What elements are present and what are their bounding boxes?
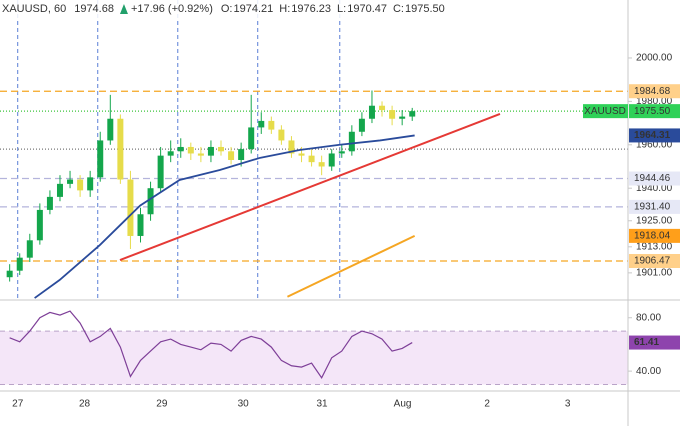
header-text: 1975.50 <box>405 3 445 15</box>
candle-body <box>318 162 325 167</box>
header-text: 1976.23 <box>291 3 331 15</box>
candle-body <box>288 140 295 154</box>
rsi-band <box>0 331 628 385</box>
candle-body <box>218 146 225 152</box>
header-text: 1970.47 <box>347 3 387 15</box>
price-tag-label: 1944.46 <box>634 173 671 184</box>
candle-body <box>409 111 416 117</box>
y-tick-label: 1901.00 <box>636 268 673 279</box>
candle-body <box>36 209 43 241</box>
candle-body <box>107 118 114 141</box>
price-tag-label: 1975.50 <box>634 106 671 117</box>
y-tick-label: 80.00 <box>636 312 661 323</box>
header-text: C: <box>393 3 404 15</box>
header-text: XAUUSD, 60 <box>2 3 66 15</box>
y-tick-label: 1980.00 <box>636 96 673 107</box>
header-text: +17.96 <box>131 3 165 15</box>
candle-body <box>16 257 23 271</box>
candle-body <box>207 146 214 156</box>
candle-body <box>228 151 235 160</box>
ticker-tag <box>583 104 628 119</box>
candle-body <box>197 153 204 156</box>
candle-body <box>67 179 74 184</box>
x-tick-label: 31 <box>316 399 328 410</box>
price-tag-label: 1906.47 <box>634 256 671 267</box>
rsi-tag-label: 61.41 <box>634 337 659 348</box>
candle-body <box>137 214 144 236</box>
candle-body <box>368 105 375 119</box>
y-tick-label: 2000.00 <box>636 53 673 64</box>
x-tick-label: 2 <box>484 399 490 410</box>
trend-line <box>286 234 416 298</box>
price-tag <box>629 171 680 186</box>
x-tick-label: 3 <box>565 399 571 410</box>
candle-body <box>278 129 285 141</box>
candle-body <box>298 153 305 156</box>
candle-body <box>258 120 265 128</box>
header-text: O: <box>221 3 233 15</box>
price-tag <box>629 199 680 214</box>
header-text: H: <box>279 3 290 15</box>
moving-average <box>34 134 415 299</box>
candle-body <box>248 127 255 150</box>
candle-body <box>127 179 134 236</box>
price-tag-label: 1984.68 <box>634 86 671 97</box>
candle-body <box>87 177 94 191</box>
candle-body <box>6 270 13 278</box>
candle-body <box>379 105 386 111</box>
candle-body <box>147 188 154 215</box>
y-tick-label: 1960.00 <box>636 139 673 150</box>
price-tag <box>629 104 680 119</box>
x-tick-label: 29 <box>156 399 168 410</box>
candle-body <box>187 146 194 154</box>
header-bg <box>0 0 424 18</box>
rsi-tag <box>629 335 680 350</box>
candle-body <box>399 116 406 119</box>
x-tick-label: 30 <box>238 399 250 410</box>
trend-line <box>119 113 501 261</box>
price-tag-label: 1918.04 <box>634 231 671 242</box>
candle-body <box>338 151 345 154</box>
price-tag-label: 1931.40 <box>634 202 671 213</box>
candle-body <box>117 118 124 180</box>
y-tick-label: 1925.00 <box>636 215 673 226</box>
price-tag <box>629 253 680 268</box>
candle-body <box>77 179 84 191</box>
price-tag <box>629 228 680 243</box>
candle-body <box>348 131 355 152</box>
ticker-tag-label: XAUUSD <box>584 106 626 117</box>
candle-body <box>26 240 33 258</box>
candle-body <box>308 155 315 163</box>
candle-body <box>328 153 335 167</box>
price-tag-label: 1964.31 <box>634 130 671 141</box>
candle-body <box>157 155 164 189</box>
x-tick-label: 27 <box>12 399 24 410</box>
candle-body <box>358 118 365 132</box>
plot <box>0 0 628 385</box>
candle-body <box>167 151 174 156</box>
rsi-line <box>9 310 413 379</box>
candle-body <box>238 149 245 160</box>
header-text: 1974.68 <box>74 3 114 15</box>
candle-body <box>46 196 53 210</box>
header-text: L: <box>337 3 346 15</box>
y-tick-label: 1913.00 <box>636 241 673 252</box>
y-tick-label: 40.00 <box>636 366 661 377</box>
candle-body <box>177 146 184 152</box>
header-text: 1974.21 <box>234 3 274 15</box>
x-tick-label: Aug <box>394 399 412 410</box>
up-arrow <box>119 4 128 14</box>
price-tag <box>629 128 680 143</box>
x-tick-label: 28 <box>79 399 91 410</box>
header-text: (+0.92%) <box>168 3 213 15</box>
candle-body <box>56 183 63 197</box>
candle-body <box>389 110 396 119</box>
y-tick-label: 1940.00 <box>636 183 673 194</box>
tags: 2000.00 1980.00 1960.00 1940.00 1925.00 1913.… <box>12 53 680 410</box>
candle-body <box>268 120 275 130</box>
candle-body <box>97 140 104 178</box>
header: XAUUSD, 60 1974.68 +17.96 (+0.92%) O: 1974.21… <box>0 0 445 18</box>
price-tag <box>629 84 680 99</box>
